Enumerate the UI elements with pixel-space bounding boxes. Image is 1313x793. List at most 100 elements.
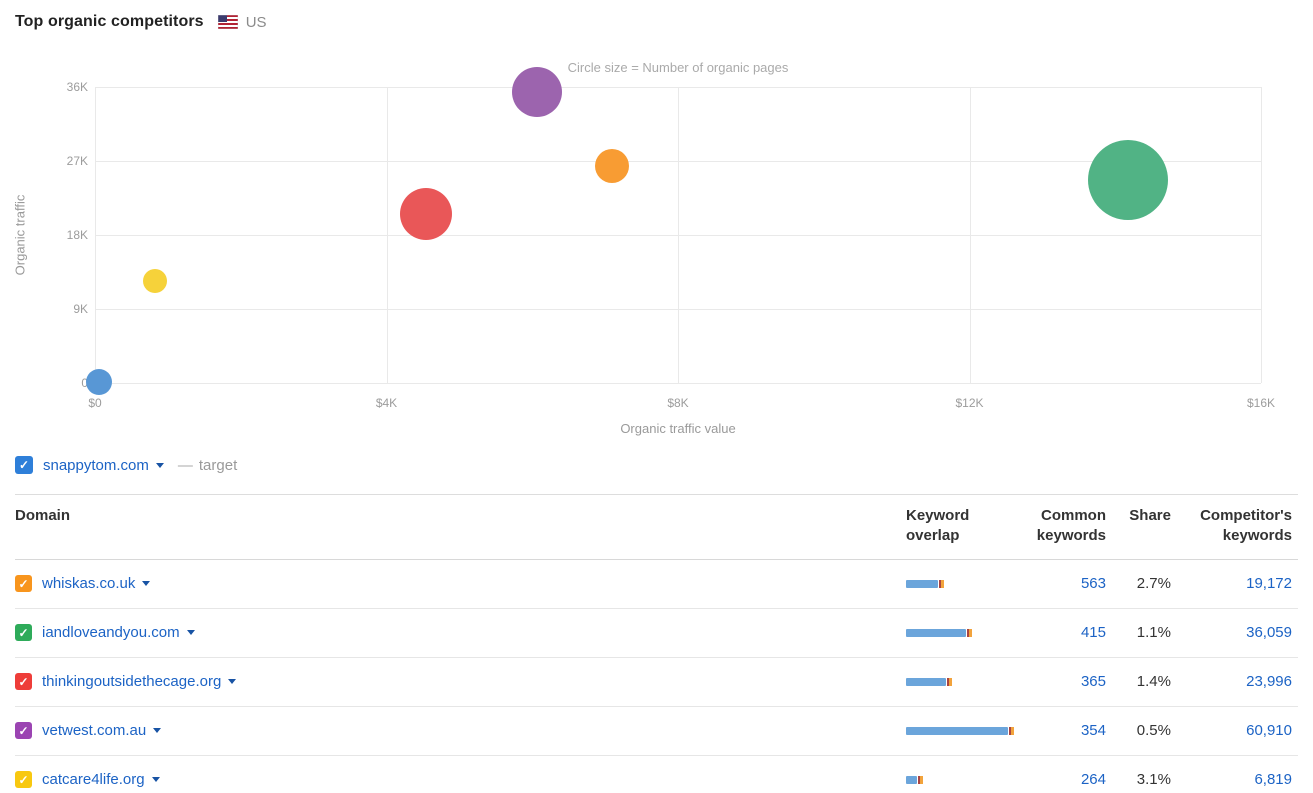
column-header-common-keywords: Common keywords: [1036, 507, 1106, 545]
region-label: US: [245, 13, 267, 31]
share-cell: 2.7%: [1112, 575, 1177, 592]
page-title: Top organic competitors: [15, 13, 204, 30]
chart-legend: ✓ snappytom.com — target: [15, 456, 237, 474]
keyword-overlap-bar: [906, 677, 952, 686]
table-row: ✓ vetwest.com.au 354 0.5% 60,910: [15, 707, 1298, 756]
x-tick-label: $4K: [375, 396, 398, 410]
common-keywords-cell: 354: [1022, 722, 1112, 739]
y-tick-label: 18K: [66, 228, 88, 242]
share-value: 1.1%: [1136, 624, 1171, 641]
y-tick-label: 9K: [73, 302, 88, 316]
keyword-overlap-cell: [897, 628, 1022, 637]
keyword-overlap-cell: [897, 579, 1022, 588]
competitor-keywords-cell: 19,172: [1177, 575, 1298, 592]
keyword-overlap-bar: [906, 628, 972, 637]
keyword-overlap-cell: [897, 726, 1022, 735]
common-keywords-cell: 415: [1022, 624, 1112, 641]
y-tick-label: 27K: [66, 154, 88, 168]
page-header: Top organic competitors US: [15, 13, 267, 31]
column-header-keyword-overlap: Keyword overlap: [906, 507, 970, 545]
y-tick-label: 0: [81, 376, 88, 390]
row-checkbox[interactable]: ✓: [15, 624, 32, 641]
common-keywords-value[interactable]: 415: [1080, 624, 1106, 641]
domain-link[interactable]: iandloveandyou.com: [42, 624, 180, 641]
common-keywords-cell: 264: [1022, 771, 1112, 788]
bubble-chart: Circle size = Number of organic pages Or…: [0, 55, 1313, 445]
domain-cell: ✓ iandloveandyou.com: [15, 624, 897, 641]
share-value: 3.1%: [1136, 771, 1171, 788]
common-keywords-cell: 563: [1022, 575, 1112, 592]
competitor-keywords-cell: 36,059: [1177, 624, 1298, 641]
gridline-horizontal: [95, 383, 1261, 384]
chart-bubble[interactable]: [1088, 139, 1169, 220]
gridline-vertical: [1261, 87, 1262, 383]
target-chevron-down-icon[interactable]: [155, 462, 164, 468]
domain-chevron-down-icon[interactable]: [153, 728, 162, 733]
x-axis-title: Organic traffic value: [620, 421, 736, 436]
table-row: ✓ thinkingoutsidethecage.org 365 1.4% 23,996: [15, 658, 1298, 707]
chart-size-note: Circle size = Number of organic pages: [567, 60, 789, 75]
us-flag-icon: [217, 15, 238, 29]
row-checkbox[interactable]: ✓: [15, 771, 32, 788]
domain-cell: ✓ whiskas.co.uk: [15, 575, 897, 592]
competitor-keywords-value[interactable]: 6,819: [1254, 771, 1292, 788]
row-checkbox[interactable]: ✓: [15, 575, 32, 592]
gridline-vertical: [969, 87, 971, 383]
common-keywords-value[interactable]: 354: [1080, 722, 1106, 739]
chart-bubble[interactable]: [142, 269, 167, 294]
domain-chevron-down-icon[interactable]: [186, 630, 195, 635]
domain-chevron-down-icon[interactable]: [151, 777, 160, 782]
table-row: ✓ iandloveandyou.com 415 1.1% 36,059: [15, 609, 1298, 658]
domain-chevron-down-icon[interactable]: [228, 679, 237, 684]
share-value: 2.7%: [1136, 575, 1171, 592]
competitors-table: Domain Keyword overlap Common keywords S…: [15, 494, 1298, 793]
column-header-competitors-keywords: Competitor's keywords: [1200, 507, 1292, 545]
domain-link[interactable]: whiskas.co.uk: [42, 575, 136, 592]
column-header-domain: Domain: [15, 507, 71, 524]
common-keywords-value[interactable]: 365: [1080, 673, 1106, 690]
share-cell: 3.1%: [1112, 771, 1177, 788]
chart-bubble[interactable]: [85, 368, 112, 395]
column-header-share: Share: [1129, 507, 1171, 524]
domain-chevron-down-icon[interactable]: [142, 581, 151, 586]
domain-link[interactable]: vetwest.com.au: [42, 722, 147, 739]
target-checkbox[interactable]: ✓: [15, 456, 33, 474]
table-row: ✓ whiskas.co.uk 563 2.7% 19,172: [15, 560, 1298, 609]
common-keywords-value[interactable]: 563: [1080, 575, 1106, 592]
domain-cell: ✓ thinkingoutsidethecage.org: [15, 673, 897, 690]
keyword-overlap-bar: [906, 579, 944, 588]
gridline-vertical: [95, 87, 96, 383]
competitor-keywords-cell: 6,819: [1177, 771, 1298, 788]
competitor-keywords-cell: 23,996: [1177, 673, 1298, 690]
chart-bubble[interactable]: [399, 187, 452, 240]
common-keywords-cell: 365: [1022, 673, 1112, 690]
gridline-vertical: [678, 87, 679, 383]
share-cell: 1.4%: [1112, 673, 1177, 690]
competitor-keywords-value[interactable]: 36,059: [1246, 624, 1292, 641]
share-value: 1.4%: [1136, 673, 1171, 690]
competitor-keywords-value[interactable]: 60,910: [1246, 722, 1292, 739]
domain-cell: ✓ catcare4life.org: [15, 771, 897, 788]
legend-target-label: target: [198, 456, 238, 474]
common-keywords-value[interactable]: 264: [1080, 771, 1106, 788]
target-domain-link[interactable]: snappytom.com: [43, 456, 149, 474]
row-checkbox[interactable]: ✓: [15, 673, 32, 690]
share-cell: 1.1%: [1112, 624, 1177, 641]
competitor-keywords-value[interactable]: 23,996: [1246, 673, 1292, 690]
domain-link[interactable]: catcare4life.org: [42, 771, 145, 788]
chart-bubble[interactable]: [511, 66, 562, 117]
gridline-vertical: [386, 87, 388, 383]
share-cell: 0.5%: [1112, 722, 1177, 739]
keyword-overlap-bar: [906, 726, 1014, 735]
y-tick-label: 36K: [66, 80, 88, 94]
table-header-row: Domain Keyword overlap Common keywords S…: [15, 495, 1298, 560]
x-tick-label: $16K: [1246, 396, 1276, 410]
row-checkbox[interactable]: ✓: [15, 722, 32, 739]
domain-cell: ✓ vetwest.com.au: [15, 722, 897, 739]
domain-link[interactable]: thinkingoutsidethecage.org: [42, 673, 222, 690]
x-tick-label: $12K: [955, 396, 984, 410]
chart-bubble[interactable]: [595, 148, 630, 183]
competitor-keywords-cell: 60,910: [1177, 722, 1298, 739]
competitor-keywords-value[interactable]: 19,172: [1246, 575, 1292, 592]
